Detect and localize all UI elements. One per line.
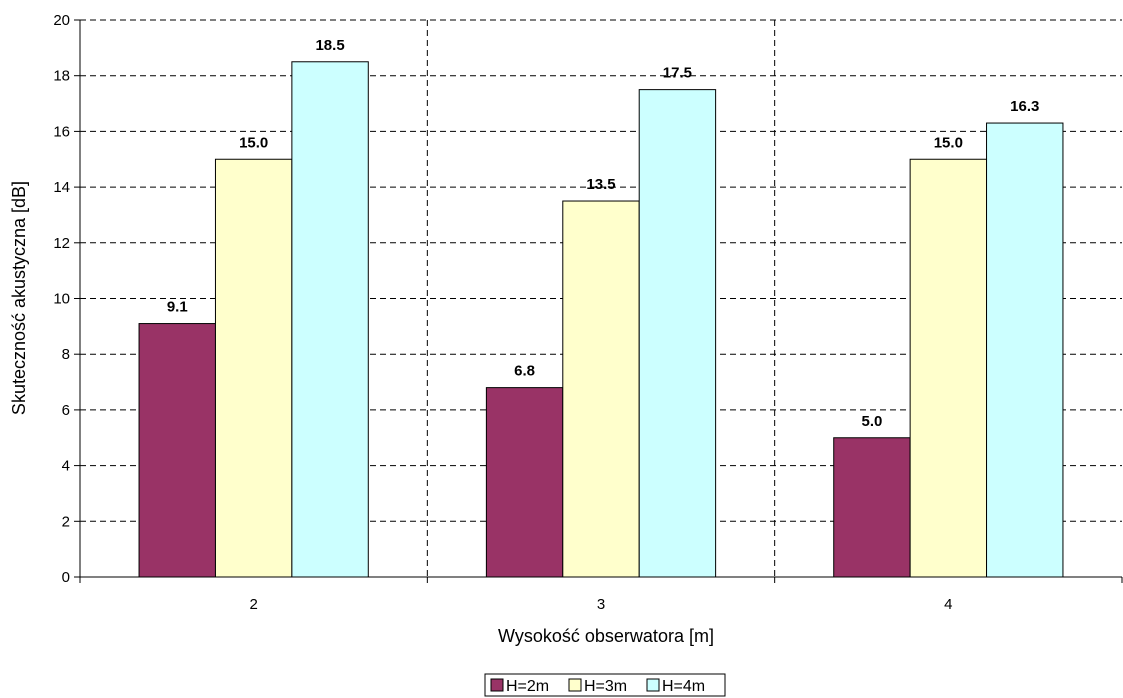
legend-swatch bbox=[646, 678, 660, 692]
y-tick-label: 16 bbox=[53, 123, 70, 140]
y-tick-label: 14 bbox=[53, 179, 70, 196]
y-tick-label: 12 bbox=[53, 235, 70, 252]
legend-label: H=4m bbox=[662, 678, 705, 695]
legend: H=2m H=3m H=4m bbox=[484, 673, 726, 697]
bar bbox=[986, 122, 1064, 578]
data-label: 18.5 bbox=[315, 37, 344, 54]
bar bbox=[214, 158, 293, 578]
value-labels: 9.1 6.8 5.0 15.0 13.5 15.0 18.5 17.5 16.3 bbox=[167, 37, 1040, 430]
x-tick-label: 3 bbox=[597, 596, 605, 613]
data-label: 13.5 bbox=[586, 176, 615, 193]
legend-label: H=2m bbox=[506, 678, 549, 695]
tick-labels: 0 2 4 6 8 10 12 14 16 18 20 2 3 4 bbox=[53, 12, 952, 613]
legend-swatch bbox=[568, 678, 582, 692]
bar bbox=[291, 61, 369, 578]
y-tick-label: 4 bbox=[62, 458, 70, 475]
data-label: 6.8 bbox=[514, 363, 535, 380]
y-tick-label: 18 bbox=[53, 68, 70, 85]
legend-swatch bbox=[490, 678, 504, 692]
bar bbox=[138, 323, 216, 578]
legend-box bbox=[484, 673, 726, 697]
y-tick-label: 2 bbox=[62, 513, 70, 530]
y-tick-label: 8 bbox=[62, 346, 70, 363]
bar bbox=[485, 387, 564, 578]
bar bbox=[638, 89, 717, 578]
data-label: 15.0 bbox=[239, 134, 268, 151]
y-tick-label: 10 bbox=[53, 291, 70, 308]
data-label: 9.1 bbox=[167, 299, 188, 316]
bar bbox=[833, 437, 911, 578]
x-axis-title: Wysokość obserwatora [m] bbox=[498, 626, 714, 646]
data-label: 17.5 bbox=[663, 65, 692, 82]
y-tick-label: 20 bbox=[53, 12, 70, 29]
x-tick-label: 2 bbox=[249, 596, 257, 613]
data-label: 15.0 bbox=[934, 134, 963, 151]
axes bbox=[74, 19, 1123, 583]
bars bbox=[138, 61, 1064, 578]
y-axis-title: Skuteczność akustyczna [dB] bbox=[9, 181, 29, 415]
y-tick-label: 0 bbox=[62, 569, 70, 586]
legend-label: H=3m bbox=[584, 678, 627, 695]
x-tick-label: 4 bbox=[944, 596, 952, 613]
bar bbox=[909, 158, 988, 578]
y-tick-label: 6 bbox=[62, 402, 70, 419]
bar bbox=[562, 200, 640, 578]
data-label: 16.3 bbox=[1010, 98, 1039, 115]
data-label: 5.0 bbox=[861, 413, 882, 430]
